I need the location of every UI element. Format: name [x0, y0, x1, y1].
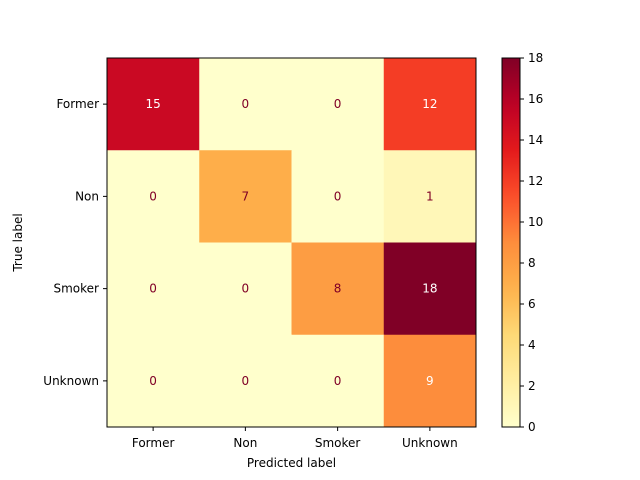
heatmap-cell	[291, 150, 385, 243]
y-tick-label: Unknown	[43, 374, 99, 388]
colorbar-ticks: 0 2 4 6 8 10 12 14 16 18	[520, 51, 543, 434]
cell-value-label: 12	[422, 97, 437, 111]
colorbar-tick-label: 4	[528, 338, 536, 352]
heatmap-cell	[199, 334, 292, 428]
heatmap-cell	[199, 58, 292, 151]
heatmap-cell	[199, 242, 292, 336]
x-tick-label: Former	[132, 436, 175, 450]
y-tick-label: Non	[75, 189, 99, 203]
x-tick-label: Non	[233, 436, 257, 450]
cell-value-label: 0	[242, 97, 250, 111]
y-axis-label: True label	[11, 213, 25, 272]
heatmap-cell	[107, 58, 200, 151]
colorbar-tick-label: 16	[528, 92, 543, 106]
heatmap-cell	[383, 334, 477, 428]
colorbar-tick-label: 12	[528, 174, 543, 188]
colorbar-tick-label: 18	[528, 51, 543, 65]
cell-value-label: 0	[149, 189, 157, 203]
x-tick-label: Unknown	[402, 436, 458, 450]
heatmap-cell	[383, 242, 477, 336]
y-tick-label: Former	[56, 97, 99, 111]
cell-value-label: 1	[426, 189, 434, 203]
colorbar-tick-label: 14	[528, 133, 543, 147]
heatmap-cell	[107, 150, 200, 243]
y-tick-label: Smoker	[54, 282, 100, 296]
colorbar-tick-label: 0	[528, 420, 536, 434]
cell-value-label: 9	[426, 374, 434, 388]
heatmap-cell	[291, 242, 385, 336]
cell-value-label: 0	[242, 282, 250, 296]
heatmap-cells: 15 0 0 12 0 7 0 1 0 0 8 18 0 0 0 9	[107, 58, 477, 428]
heatmap-cell	[383, 150, 477, 243]
heatmap-cell	[107, 242, 200, 336]
plot-frame	[106, 57, 477, 428]
colorbar-tick-label: 6	[528, 297, 536, 311]
heatmap-cell	[291, 58, 385, 151]
cell-value-label: 0	[149, 374, 157, 388]
cell-value-label: 7	[242, 189, 250, 203]
heatmap-cell	[107, 334, 200, 428]
heatmap-cell	[383, 58, 477, 151]
heatmap-cell	[199, 150, 292, 243]
y-axis-ticks: Former Non Smoker Unknown	[43, 97, 107, 388]
cell-value-label: 0	[334, 374, 342, 388]
colorbar-tick-label: 10	[528, 215, 543, 229]
x-axis-label: Predicted label	[247, 456, 336, 470]
cell-value-label: 0	[334, 189, 342, 203]
cell-value-label: 18	[422, 282, 437, 296]
x-axis-ticks: Former Non Smoker Unknown	[132, 427, 458, 450]
x-tick-label: Smoker	[315, 436, 361, 450]
cell-value-label: 0	[149, 282, 157, 296]
colorbar-tick-label: 2	[528, 379, 536, 393]
heatmap-cell	[291, 334, 385, 428]
cell-value-label: 0	[242, 374, 250, 388]
cell-value-label: 15	[145, 97, 160, 111]
colorbar-tick-label: 8	[528, 256, 536, 270]
colorbar	[501, 57, 521, 428]
cell-value-label: 0	[334, 97, 342, 111]
cell-value-label: 8	[334, 282, 342, 296]
